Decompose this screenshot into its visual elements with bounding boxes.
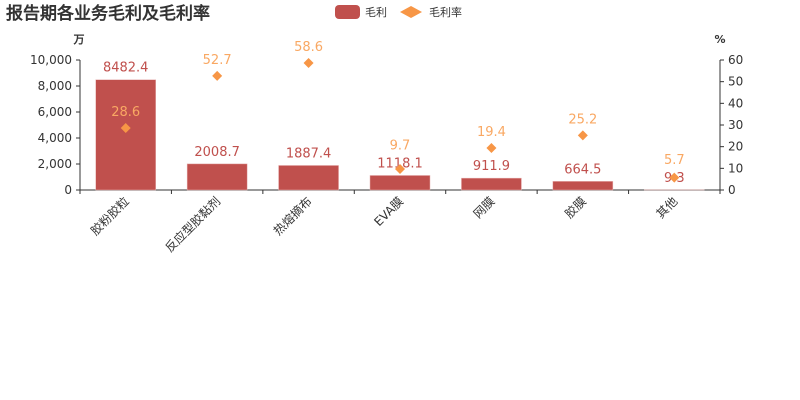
x-tick-label: 其他 <box>654 194 681 221</box>
rate-value-label: 52.7 <box>203 53 232 68</box>
bar <box>369 175 431 191</box>
y-right-tick-label: 40 <box>728 96 743 110</box>
bar <box>461 177 522 191</box>
bar <box>278 165 339 191</box>
legend-bar-swatch <box>335 5 360 19</box>
y-right-tick-label: 20 <box>728 140 743 154</box>
legend-rate-label: 毛利率 <box>429 5 462 19</box>
y-right-tick-label: 60 <box>728 53 743 67</box>
y-axis-left-unit: 万 <box>73 33 85 46</box>
rate-marker <box>577 130 588 141</box>
bar-value-label: 1887.4 <box>286 146 332 161</box>
y-left-tick-label: 0 <box>64 183 72 197</box>
x-tick-label: 反应型胶黏剂 <box>162 194 224 256</box>
rate-value-label: 9.7 <box>390 138 411 153</box>
rate-marker <box>120 123 131 134</box>
rate-value-label: 58.6 <box>294 40 323 55</box>
rate-value-label: 25.2 <box>568 112 597 127</box>
y-right-tick-label: 30 <box>728 118 743 132</box>
bar-value-label: 8482.4 <box>103 61 149 76</box>
y-right-tick-label: 50 <box>728 75 743 89</box>
x-tick-label: EVA膜 <box>371 194 406 229</box>
bar-value-label: 911.9 <box>473 159 510 174</box>
rate-value-label: 19.4 <box>477 125 506 140</box>
bar <box>552 181 614 191</box>
chart-title: 报告期各业务毛利及毛利率 <box>6 3 210 24</box>
bar-value-label: 2008.7 <box>194 145 240 160</box>
y-right-tick-label: 0 <box>728 183 736 197</box>
legend-bar-label: 毛利 <box>365 6 387 19</box>
y-axis-right-unit: % <box>714 33 725 46</box>
y-right-tick-label: 10 <box>728 161 743 175</box>
rate-value-label: 5.7 <box>664 153 685 168</box>
bar <box>186 163 248 191</box>
rate-marker <box>212 70 223 81</box>
y-left-tick-label: 10,000 <box>30 53 72 67</box>
y-left-tick-label: 8,000 <box>38 79 72 93</box>
rate-marker <box>486 142 497 153</box>
bar-value-label: 664.5 <box>564 162 601 177</box>
bar <box>95 79 156 191</box>
x-tick-label: 胶粉胶粒 <box>87 194 132 239</box>
bar-value-label: 1118.1 <box>377 156 423 171</box>
y-left-tick-label: 4,000 <box>38 131 72 145</box>
rate-marker <box>669 172 680 183</box>
x-tick-label: 热熔摘布 <box>270 194 315 239</box>
rate-marker <box>395 163 405 174</box>
rate-value-label: 28.6 <box>111 105 140 120</box>
legend-diamond-swatch <box>400 6 422 18</box>
x-tick-label: 网膜 <box>471 194 498 221</box>
x-tick-label: 胶膜 <box>561 194 589 222</box>
rate-marker <box>303 58 314 69</box>
y-left-tick-label: 6,000 <box>38 105 72 119</box>
y-left-tick-label: 2,000 <box>38 157 72 171</box>
